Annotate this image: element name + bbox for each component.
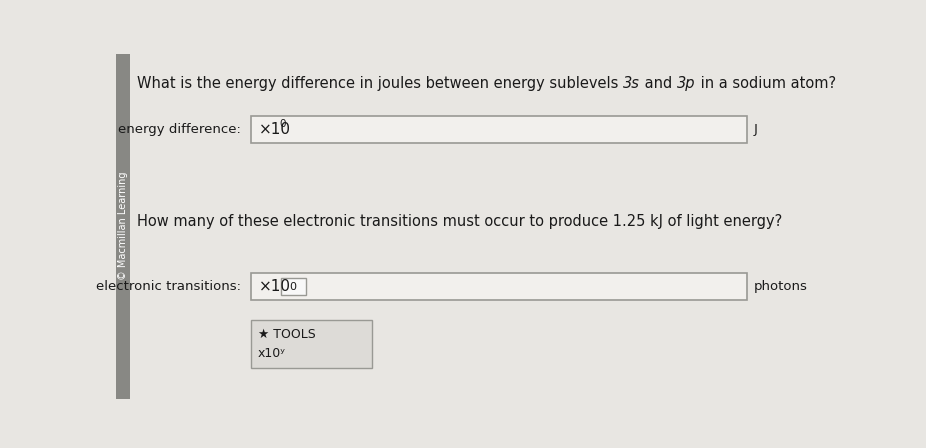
Text: ×10: ×10 xyxy=(259,279,291,294)
Text: How many of these electronic transitions must occur to produce 1.25 kJ of light : How many of these electronic transitions… xyxy=(137,214,782,229)
Text: What is the energy difference in joules between energy sublevels: What is the energy difference in joules … xyxy=(137,76,623,91)
Text: ★ TOOLS: ★ TOOLS xyxy=(257,327,316,340)
FancyBboxPatch shape xyxy=(251,273,747,301)
Text: electronic transitions:: electronic transitions: xyxy=(96,280,242,293)
Text: ×10: ×10 xyxy=(259,122,291,137)
Text: energy difference:: energy difference: xyxy=(119,123,242,136)
FancyBboxPatch shape xyxy=(116,54,130,399)
Text: x10ʸ: x10ʸ xyxy=(257,347,285,360)
Text: 3s: 3s xyxy=(623,76,640,91)
Text: 0: 0 xyxy=(280,119,286,129)
Text: © Macmillan Learning: © Macmillan Learning xyxy=(118,172,128,280)
Text: in a sodium atom?: in a sodium atom? xyxy=(695,76,836,91)
Text: photons: photons xyxy=(754,280,807,293)
Text: 3p: 3p xyxy=(677,76,695,91)
FancyBboxPatch shape xyxy=(251,116,747,143)
Text: and: and xyxy=(640,76,677,91)
Text: 0: 0 xyxy=(290,281,296,292)
FancyBboxPatch shape xyxy=(251,320,371,368)
Text: J: J xyxy=(754,123,757,136)
FancyBboxPatch shape xyxy=(281,278,306,295)
